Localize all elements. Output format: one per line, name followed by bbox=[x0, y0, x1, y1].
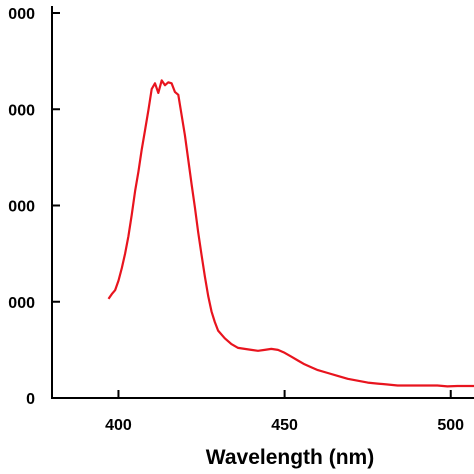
y-tick-label: 000 bbox=[8, 295, 35, 312]
x-tick-label: 450 bbox=[271, 417, 298, 434]
x-tick-label: 500 bbox=[437, 417, 464, 434]
x-axis-title: Wavelength (nm) bbox=[206, 446, 374, 469]
y-tick-label: 000 bbox=[8, 199, 35, 216]
y-tick-label: 0 bbox=[26, 391, 35, 408]
series-line bbox=[107, 79, 474, 388]
x-ticks: 400 450 500 bbox=[105, 390, 464, 434]
y-tick-label: 000 bbox=[8, 6, 35, 23]
x-tick-label: 400 bbox=[105, 417, 132, 434]
y-tick-label: 000 bbox=[8, 102, 35, 119]
